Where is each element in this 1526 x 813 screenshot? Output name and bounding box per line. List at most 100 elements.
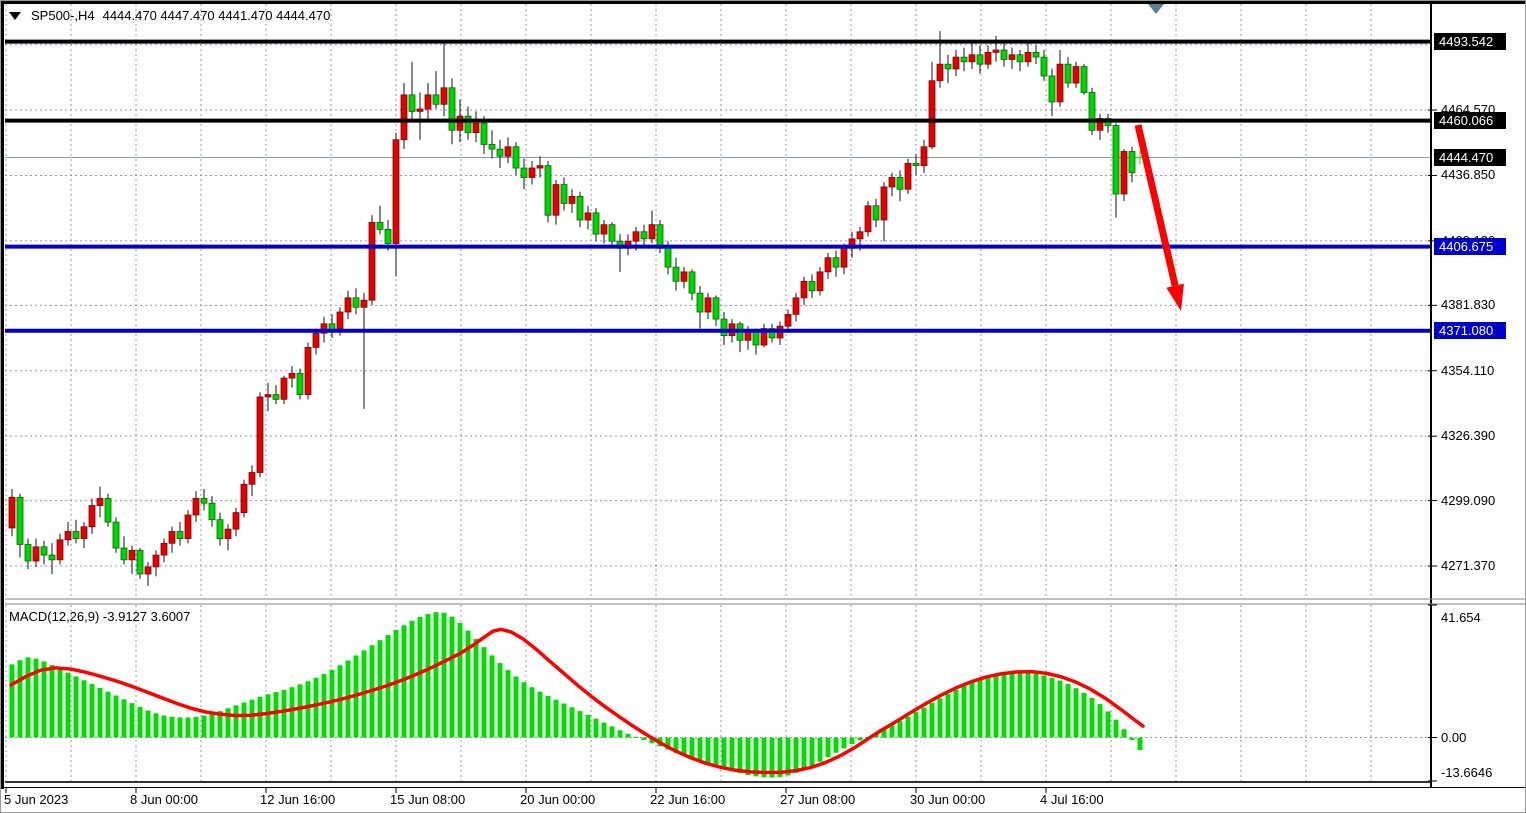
candle-bullish (1072, 66, 1080, 84)
macd-histogram-bar (953, 689, 959, 738)
candle-bullish (280, 377, 288, 400)
candle-bearish (1064, 63, 1072, 84)
chart-shift-marker-icon[interactable] (1148, 4, 1164, 14)
macd-histogram-bar (809, 737, 815, 766)
candle-bearish (808, 280, 816, 292)
macd-histogram-bar (449, 616, 455, 738)
candle-bullish (904, 162, 912, 190)
candle-bullish (368, 221, 376, 301)
candle-bullish (472, 122, 480, 134)
candle-bullish (128, 549, 136, 561)
macd-histogram-bar (985, 677, 991, 738)
candle-bearish (832, 257, 840, 268)
candle-bullish (344, 297, 352, 313)
candle-bearish (176, 531, 184, 539)
macd-histogram-bar (857, 737, 863, 741)
macd-histogram-bar (321, 673, 327, 738)
macd-histogram-bar (433, 612, 439, 738)
macd-signal-line (9, 627, 1145, 775)
candle-bearish (48, 554, 56, 561)
macd-histogram-bar (881, 729, 887, 738)
candle-bearish (544, 165, 552, 216)
macd-histogram-bar (233, 705, 239, 738)
macd-histogram-bar (585, 714, 591, 738)
macd-histogram-bar (1089, 698, 1095, 738)
macd-histogram-bar (785, 737, 791, 776)
macd-histogram-bar (9, 664, 15, 738)
macd-histogram-bar (609, 726, 615, 738)
macd-histogram-bar (1057, 680, 1063, 738)
price-tag: 4406.675 (1434, 238, 1506, 256)
time-label: 20 Jun 00:00 (520, 792, 596, 807)
candle-bullish (248, 472, 256, 485)
candle-bearish (496, 148, 504, 157)
symbol-dropdown-arrow[interactable] (9, 11, 21, 20)
candle-bearish (688, 271, 696, 294)
macd-histogram-bar (177, 717, 183, 738)
candle-bearish (640, 231, 648, 240)
macd-histogram-bar (1113, 719, 1119, 738)
candle-bullish (416, 108, 424, 112)
candle-bullish (936, 63, 944, 82)
trend-arrow-head (1166, 283, 1184, 311)
price-tick-label: 4326.390 (1441, 428, 1496, 444)
macd-histogram-bar (929, 702, 935, 738)
candle-bearish (712, 297, 720, 320)
macd-histogram-bar (793, 737, 799, 773)
candle-bearish (296, 372, 304, 396)
macd-histogram-bar (417, 616, 423, 738)
macd-histogram-bar (849, 737, 855, 745)
macd-histogram-bar (401, 625, 407, 738)
macd-histogram-bar (129, 703, 135, 738)
candle-bullish (392, 139, 400, 244)
candle-bearish (560, 184, 568, 204)
candle-bearish (720, 318, 728, 337)
time-label: 15 Jun 08:00 (390, 792, 466, 807)
macd-histogram-bar (121, 699, 127, 738)
candle-bearish (608, 224, 616, 242)
macd-histogram-bar (1049, 677, 1055, 738)
macd-histogram-bar (137, 706, 143, 738)
candle-bullish (240, 483, 248, 514)
macd-histogram-bar (593, 718, 599, 738)
candle-bullish (8, 496, 16, 529)
candle-bullish (984, 51, 992, 65)
macd-axis-label: 0.00 (1441, 729, 1467, 745)
macd-histogram-bar (513, 676, 519, 738)
candle-bearish (104, 498, 112, 523)
candle-bearish (376, 221, 384, 230)
macd-histogram-bar (33, 658, 39, 738)
candle-bearish (960, 56, 968, 63)
macd-histogram-bar (641, 737, 647, 741)
time-label: 22 Jun 16:00 (650, 792, 726, 807)
candle-bearish (24, 544, 32, 562)
candle-bullish (304, 347, 312, 396)
candle-bearish (448, 87, 456, 131)
macd-histogram-bar (1121, 729, 1127, 738)
macd-histogram-bar (281, 689, 287, 738)
macd-histogram-bar (913, 712, 919, 738)
candle-bearish (1088, 92, 1096, 131)
time-label: 30 Jun 00:00 (910, 792, 986, 807)
chart-title: SP500-,H4 4444.470 4447.470 4441.470 444… (9, 8, 330, 23)
macd-histogram-bar (1041, 675, 1047, 738)
macd-axis-label: -13.6646 (1441, 765, 1493, 780)
candle-bullish (144, 566, 152, 575)
candle-bullish (32, 546, 40, 562)
macd-histogram-bar (825, 737, 831, 758)
macd-histogram-bar (305, 681, 311, 738)
candle-bullish (152, 554, 160, 568)
candle-bullish (784, 313, 792, 327)
candle-bearish (976, 54, 984, 65)
macd-histogram-bar (649, 737, 655, 744)
macd-histogram-bar (145, 710, 151, 738)
macd-histogram-bar (41, 661, 47, 738)
candle-bearish (352, 297, 360, 308)
macd-histogram-bar (193, 716, 199, 738)
symbol-timeframe-label: SP500-,H4 (31, 8, 95, 23)
candle-bearish (1016, 54, 1024, 63)
macd-histogram-bar (905, 716, 911, 738)
candle-bearish (408, 94, 416, 112)
